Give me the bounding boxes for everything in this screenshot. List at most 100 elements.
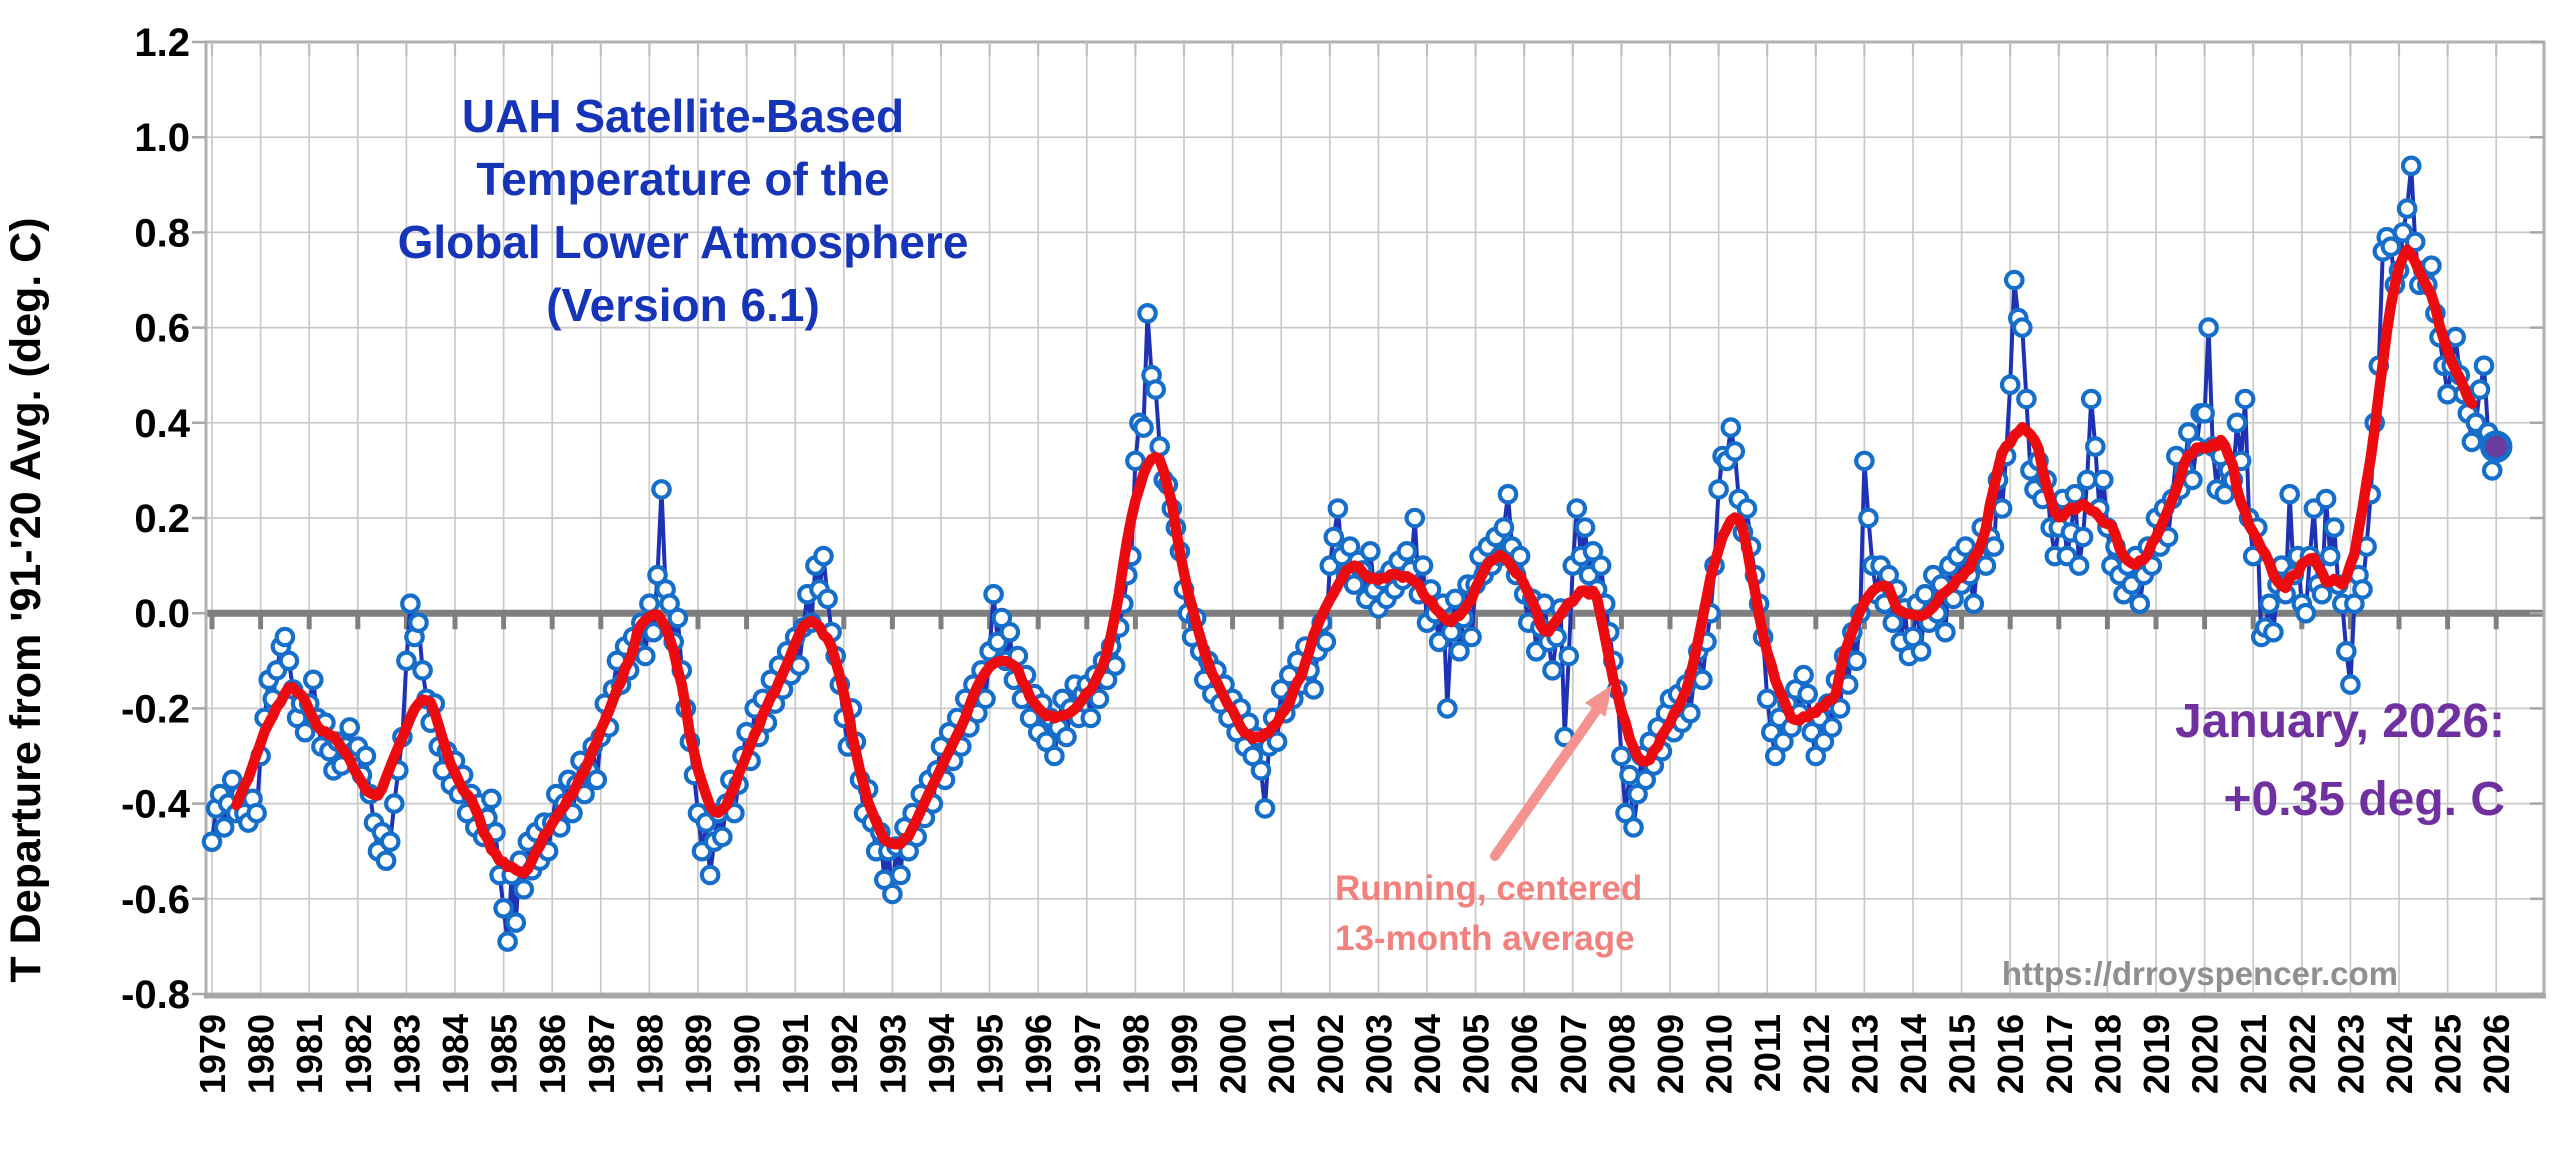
month-marker (1991, 498, 2013, 519)
month-marker (2004, 269, 2025, 291)
x-year-label: 1997 (1067, 1014, 1108, 1094)
month-marker (817, 588, 838, 610)
x-year-label: 2006 (1504, 1014, 1545, 1094)
month-marker (1611, 745, 1632, 767)
month-marker (1396, 540, 1418, 562)
month-marker (2263, 621, 2284, 643)
month-marker (1708, 479, 1729, 500)
y-tick-label: 0.4 (134, 402, 190, 446)
month-marker (643, 621, 664, 643)
month-marker (412, 659, 433, 681)
latest-value-month: January, 2026: (2175, 695, 2505, 748)
month-marker (1133, 417, 1154, 438)
month-marker (302, 669, 324, 691)
month-marker (2076, 469, 2098, 491)
month-marker (2352, 579, 2373, 600)
month-marker (2198, 317, 2219, 338)
month-marker (493, 897, 514, 919)
x-year-label: 1982 (338, 1014, 379, 1094)
month-marker (383, 793, 405, 814)
month-marker (983, 583, 1004, 605)
x-year-label: 2005 (1456, 1014, 1497, 1094)
month-marker (1724, 441, 1746, 462)
month-marker (2064, 483, 2086, 505)
x-year-label: 1993 (872, 1014, 913, 1094)
chart-title-line: Global Lower Atmosphere (398, 216, 969, 268)
month-marker (2080, 388, 2102, 410)
x-year-label: 2017 (2039, 1014, 2080, 1094)
annotation-arrow-head (1584, 685, 1612, 717)
month-marker (2323, 517, 2345, 538)
x-year-label: 2024 (2379, 1014, 2420, 1094)
month-marker (1509, 545, 1531, 567)
month-marker (651, 479, 672, 500)
month-marker (1846, 650, 1867, 672)
month-marker (1736, 498, 1758, 519)
month-marker (2400, 155, 2422, 177)
month-marker (2336, 640, 2357, 662)
month-marker (1854, 450, 1875, 472)
x-year-label: 2021 (2233, 1014, 2274, 1094)
x-year-label: 1992 (824, 1014, 865, 1094)
month-marker (1145, 379, 1166, 400)
y-tick-label: -0.2 (121, 687, 190, 731)
x-year-label: 2002 (1310, 1014, 1351, 1094)
month-marker (1793, 664, 1814, 686)
month-marker (1935, 621, 1956, 643)
month-marker (2085, 436, 2106, 457)
x-year-label: 1980 (241, 1014, 282, 1094)
month-marker (813, 545, 834, 567)
month-marker (2469, 379, 2491, 400)
x-year-label: 2020 (2185, 1014, 2226, 1094)
month-marker (1303, 679, 1324, 700)
website-watermark: https://drroyspencer.com (2002, 955, 2398, 992)
month-marker (1056, 726, 1077, 748)
x-year-label: 2026 (2476, 1014, 2517, 1094)
y-tick-label: 0.2 (134, 497, 190, 541)
latest-value-annotation: January, 2026: +0.35 deg. C (2175, 695, 2505, 826)
x-year-label: 2008 (1601, 1014, 1642, 1094)
month-marker (1327, 498, 1349, 519)
month-marker (1493, 517, 1515, 538)
month-marker (667, 607, 689, 629)
y-axis-title: T Departure from '91-'20 Avg. (deg. C) (2, 217, 50, 982)
month-marker (2404, 231, 2426, 253)
x-year-label: 2022 (2282, 1014, 2323, 1094)
latest-value-number: +0.35 deg. C (2224, 773, 2505, 826)
month-marker (379, 831, 401, 852)
month-marker (2259, 593, 2280, 614)
month-marker (1137, 302, 1158, 324)
month-marker (278, 650, 300, 672)
month-marker (1461, 626, 1482, 648)
y-tick-label: 1.0 (134, 116, 190, 160)
month-marker (1910, 640, 1932, 662)
x-year-label: 1995 (970, 1014, 1011, 1094)
month-marker (1574, 517, 1596, 538)
x-year-label: 2009 (1650, 1014, 1691, 1094)
running-average-line (231, 244, 2478, 879)
month-marker (1412, 555, 1434, 576)
month-marker (1497, 483, 1519, 505)
x-year-label: 2012 (1796, 1014, 1837, 1094)
month-marker (1797, 683, 1818, 705)
x-year-label: 2003 (1358, 1014, 1399, 1094)
month-marker (513, 878, 535, 900)
month-marker (2295, 602, 2317, 624)
month-marker (2461, 431, 2483, 453)
month-marker (2016, 388, 2037, 410)
x-year-label: 2014 (1893, 1014, 1934, 1094)
month-marker (1449, 640, 1470, 662)
month-marker (999, 621, 1021, 643)
x-year-label: 2015 (1942, 1014, 1983, 1094)
x-year-label: 1987 (581, 1014, 622, 1094)
month-marker (375, 850, 397, 871)
x-year-label: 1999 (1164, 1014, 1205, 1094)
x-year-label: 1989 (678, 1014, 719, 1094)
y-tick-label: -0.6 (121, 878, 190, 922)
y-axis-tick-labels: 1.2 1.0 0.8 0.6 0.4 0.2 0.0 -0.2 -0.4 -0.6 -0.8 (121, 21, 191, 1017)
month-marker (408, 612, 429, 633)
x-year-label: 1994 (921, 1014, 962, 1094)
month-marker (1692, 669, 1713, 691)
